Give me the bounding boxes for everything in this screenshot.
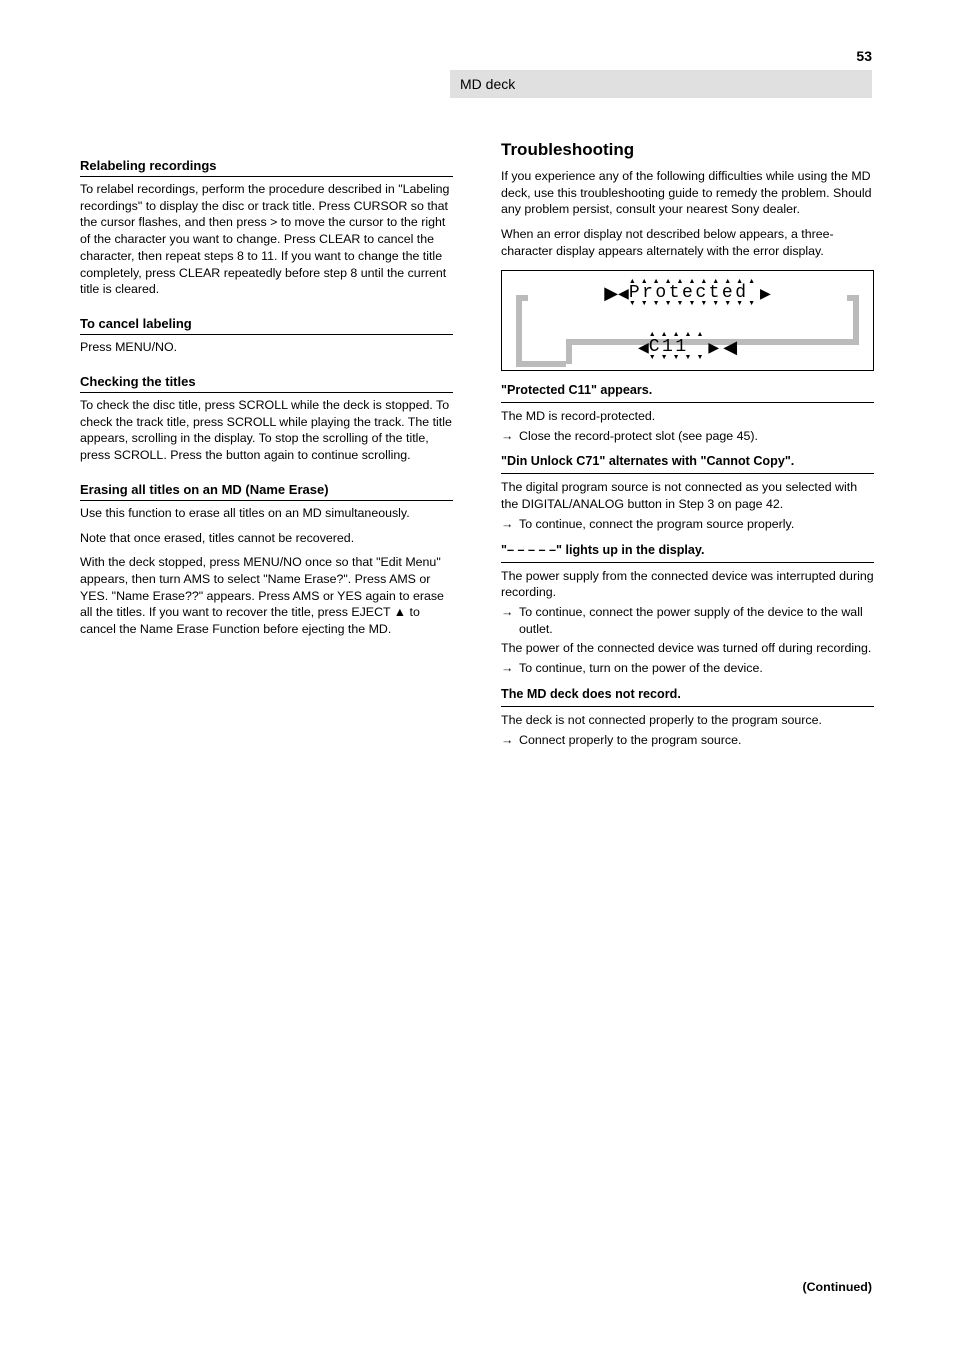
lcd-diagram: ▶ ◀ ▲▲▲▲▲▲▲▲▲▲▲ Protected ▼▼▼▼▼▼▼▼▼▼▼ ▶ … bbox=[501, 270, 874, 371]
arrow-bullet-icon: → bbox=[501, 604, 519, 637]
issue-heading: "– – – – –" lights up in the display. bbox=[501, 543, 874, 563]
section-body-erase-1: Use this function to erase all titles on… bbox=[80, 505, 453, 522]
section-body-erase-3: With the deck stopped, press MENU/NO onc… bbox=[80, 554, 453, 638]
section-body-relabel: To relabel recordings, perform the proce… bbox=[80, 181, 453, 298]
issue-arrow-line: → To continue, connect the power supply … bbox=[501, 604, 874, 637]
issue-line: The power supply from the connected devi… bbox=[501, 568, 874, 601]
issue-line: The digital program source is not connec… bbox=[501, 479, 874, 512]
section-body-check: To check the disc title, press SCROLL wh… bbox=[80, 397, 453, 464]
issue-heading: "Din Unlock C71" alternates with "Cannot… bbox=[501, 454, 874, 474]
issue-line: The power of the connected device was tu… bbox=[501, 640, 874, 657]
triangle-row-down-icon: ▼▼▼▼▼▼▼▼▼▼▼ bbox=[629, 303, 760, 306]
arrow-right-icon: ▶ bbox=[604, 284, 618, 302]
arrow-bullet-icon: → bbox=[501, 660, 519, 677]
issue-line-text: To continue, connect the program source … bbox=[519, 516, 874, 533]
left-column: Relabeling recordings To relabel recordi… bbox=[80, 140, 453, 758]
section-body-cancel: Press MENU/NO. bbox=[80, 339, 453, 356]
issue-heading: The MD deck does not record. bbox=[501, 687, 874, 707]
issue-heading: "Protected C11" appears. bbox=[501, 383, 874, 403]
issue-body: The deck is not connected properly to th… bbox=[501, 712, 874, 748]
triangle-right-icon: ▶ bbox=[760, 285, 771, 302]
arrow-left-icon: ◀ bbox=[723, 338, 737, 356]
troubleshooting-intro: If you experience any of the following d… bbox=[501, 168, 874, 218]
lcd-label-top: ▲▲▲▲▲▲▲▲▲▲▲ Protected ▼▼▼▼▼▼▼▼▼▼▼ bbox=[629, 281, 760, 307]
issue-arrow-line: → To continue, turn on the power of the … bbox=[501, 660, 874, 677]
issue-line-text: To continue, connect the power supply of… bbox=[519, 604, 874, 637]
issue-body: The digital program source is not connec… bbox=[501, 479, 874, 532]
right-column: Troubleshooting If you experience any of… bbox=[501, 140, 874, 758]
page-number: 53 bbox=[856, 48, 872, 64]
issue-line: The deck is not connected properly to th… bbox=[501, 712, 874, 729]
section-body-erase-2: Note that once erased, titles cannot be … bbox=[80, 530, 453, 547]
issue-line-text: To continue, turn on the power of the de… bbox=[519, 660, 874, 677]
lcd-text-top: Protected bbox=[629, 283, 749, 303]
issue-arrow-line: → Connect properly to the program source… bbox=[501, 732, 874, 749]
arrow-line bbox=[516, 361, 566, 367]
arrow-bullet-icon: → bbox=[501, 428, 519, 445]
section-heading-check: Checking the titles bbox=[80, 374, 453, 393]
issue-body: The MD is record-protected. → Close the … bbox=[501, 408, 874, 444]
lcd-intro: When an error display not described belo… bbox=[501, 226, 874, 259]
deck-header: MD deck bbox=[450, 70, 872, 98]
triangle-right-icon: ▶ bbox=[708, 339, 719, 356]
continued-label: (Continued) bbox=[802, 1280, 872, 1294]
issue-body: The power supply from the connected devi… bbox=[501, 568, 874, 677]
troubleshooting-title: Troubleshooting bbox=[501, 140, 874, 160]
arrow-bullet-icon: → bbox=[501, 732, 519, 749]
lcd-row-top: ▶ ◀ ▲▲▲▲▲▲▲▲▲▲▲ Protected ▼▼▼▼▼▼▼▼▼▼▼ ▶ bbox=[512, 281, 863, 307]
section-heading-erase: Erasing all titles on an MD (Name Erase) bbox=[80, 482, 453, 501]
arrow-bullet-icon: → bbox=[501, 516, 519, 533]
issue-arrow-line: → To continue, connect the program sourc… bbox=[501, 516, 874, 533]
section-heading-relabel: Relabeling recordings bbox=[80, 158, 453, 177]
lcd-row-bottom: ◀ ▲▲▲▲▲ C11 ▼▼▼▼▼ ▶ ◀ bbox=[512, 334, 863, 360]
lcd-label-bottom: ▲▲▲▲▲ C11 ▼▼▼▼▼ bbox=[649, 334, 709, 360]
triangle-left-icon: ◀ bbox=[638, 339, 649, 356]
issue-line-text: Close the record-protect slot (see page … bbox=[519, 428, 874, 445]
triangle-left-icon: ◀ bbox=[618, 285, 629, 302]
section-heading-cancel: To cancel labeling bbox=[80, 316, 453, 335]
issue-arrow-line: → Close the record-protect slot (see pag… bbox=[501, 428, 874, 445]
triangle-row-down-icon: ▼▼▼▼▼ bbox=[649, 357, 709, 360]
lcd-text-bottom: C11 bbox=[649, 337, 689, 357]
issue-line-text: Connect properly to the program source. bbox=[519, 732, 874, 749]
issue-line: The MD is record-protected. bbox=[501, 408, 874, 425]
